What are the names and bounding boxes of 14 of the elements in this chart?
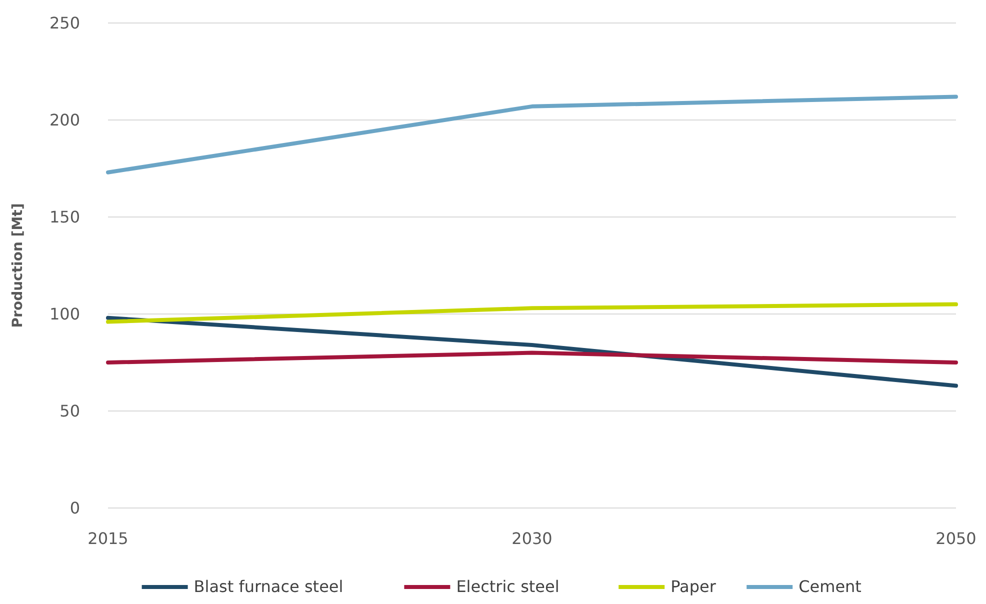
- y-tick-label: 100: [49, 304, 80, 324]
- x-tick-label: 2050: [936, 529, 976, 548]
- legend-label: Blast furnace steel: [194, 577, 344, 596]
- y-tick-label: 200: [49, 110, 80, 130]
- x-tick-label: 2030: [512, 529, 552, 548]
- y-axis-title: Production [Mt]: [10, 203, 26, 328]
- y-tick-label: 150: [49, 208, 80, 227]
- y-tick-label: 250: [49, 14, 80, 33]
- legend-label: Electric steel: [456, 577, 560, 596]
- legend-label: Cement: [798, 577, 862, 596]
- legend-label: Paper: [670, 577, 716, 596]
- x-tick-label: 2015: [88, 529, 128, 548]
- y-tick-label: 50: [60, 402, 80, 421]
- y-tick-label: 0: [70, 498, 80, 518]
